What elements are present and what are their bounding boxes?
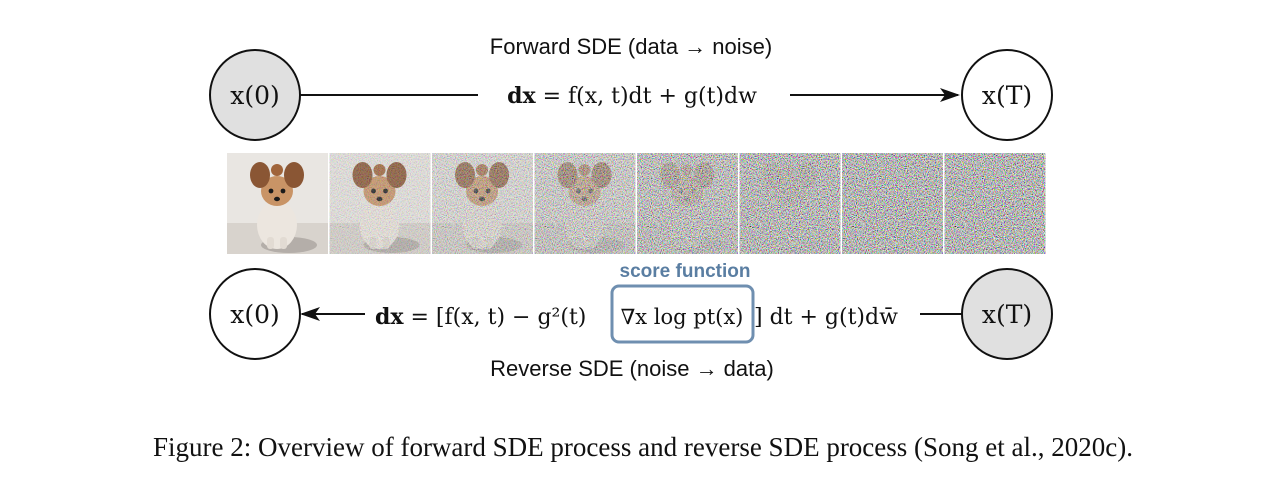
figure-caption-text: Overview of forward SDE process and reve… <box>258 432 1133 462</box>
reverse-eq-score-term: ∇x log pt(x) <box>621 305 744 329</box>
reverse-sde-title: Reverse SDE (noise → data) <box>490 356 774 381</box>
noise-overlay <box>637 153 738 254</box>
score-function-label: score function <box>620 261 751 282</box>
noise-overlay <box>739 153 841 254</box>
forward-eq-lhs: dx <box>507 83 536 109</box>
figure-caption-label: Figure 2: <box>153 432 252 462</box>
noise-image-2 <box>329 153 431 254</box>
sde-diagram: Forward SDE (data → noise) x(0) x(T) dx … <box>209 34 1053 381</box>
noise-image-8 <box>944 153 1046 254</box>
reverse-eq-term-before: f(x, t) − g²(t) <box>445 305 587 330</box>
noise-image-6 <box>739 153 841 254</box>
svg-text:dx = [f(x, t) − g²(t): dx = [f(x, t) − g²(t) <box>375 304 586 330</box>
figure-caption: Figure 2: Overview of forward SDE proces… <box>0 432 1286 463</box>
noise-image-strip <box>227 153 1046 254</box>
forward-equation: dx = f(x, t)dt + g(t)dw <box>507 83 757 109</box>
svg-text:] dt + g(t)dw̄: ] dt + g(t)dw̄ <box>754 305 898 330</box>
forward-start-node-label: x(0) <box>230 81 280 110</box>
reverse-end-node-label: x(0) <box>230 300 280 329</box>
reverse-start-node-label: x(T) <box>982 300 1032 329</box>
noise-overlay <box>534 153 636 254</box>
forward-eq-rhs: f(x, t)dt + g(t)dw <box>568 84 757 109</box>
noise-image-1 <box>227 153 328 254</box>
reverse-equation: dx = [f(x, t) − g²(t) ∇x log pt(x) ] dt … <box>375 304 898 330</box>
forward-start-node: x(0) <box>209 49 301 141</box>
forward-end-node-label: x(T) <box>982 81 1032 110</box>
reverse-end-node: x(0) <box>209 268 301 360</box>
dog-icon <box>250 162 317 253</box>
score-function-box <box>610 284 755 344</box>
noise-overlay <box>842 153 943 254</box>
reverse-start-node: x(T) <box>961 268 1053 360</box>
noise-overlay <box>329 153 431 254</box>
noise-image-7 <box>842 153 943 254</box>
forward-sde-title: Forward SDE (data → noise) <box>490 34 772 59</box>
svg-text:dx = f(x, t)dt + g(t)dw: dx = f(x, t)dt + g(t)dw <box>507 83 757 109</box>
noise-overlay <box>432 153 533 254</box>
noise-image-3 <box>432 153 533 254</box>
forward-end-node: x(T) <box>961 49 1053 141</box>
reverse-eq-term-after: dt + g(t)dw̄ <box>770 305 899 330</box>
reverse-eq-lhs: dx <box>375 304 404 330</box>
noise-image-4 <box>534 153 636 254</box>
noise-image-5 <box>637 153 738 254</box>
noise-overlay <box>944 153 1046 254</box>
